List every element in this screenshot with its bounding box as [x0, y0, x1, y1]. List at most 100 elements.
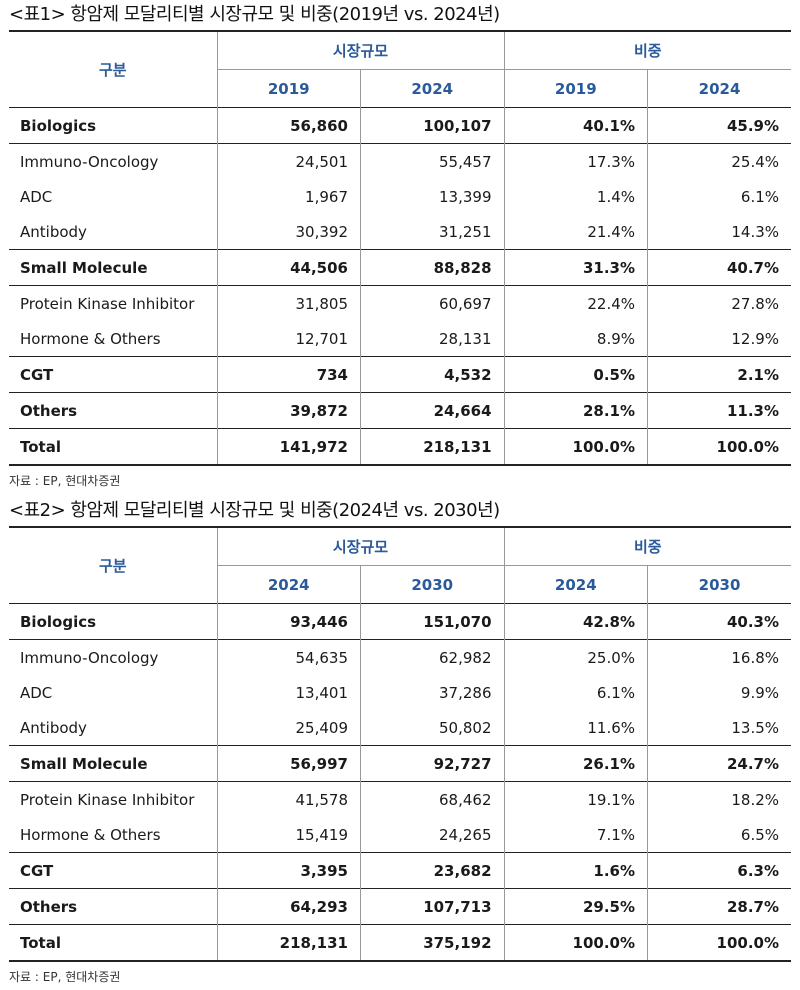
share-cell: 45.9% — [647, 107, 792, 144]
source-note: 자료 : EP, 현대차증권 — [9, 970, 121, 984]
source-note: 자료 : EP, 현대차증권 — [9, 474, 121, 488]
share-cell: 28.7% — [647, 888, 792, 925]
market-table-2: 구분 시장규모 비중 2024 2030 2024 2030 Biologics… — [9, 526, 792, 962]
market-size-cell: 31,805 — [216, 285, 361, 321]
market-size-header: 시장규모 — [216, 31, 505, 70]
share-cell: 1.6% — [503, 852, 648, 889]
market-size-cell: 56,997 — [216, 745, 361, 782]
market-size-cell: 13,399 — [360, 179, 505, 214]
table-row: Biologics 93,446 151,070 42.8% 40.3% — [9, 603, 792, 640]
market-size-cell: 24,664 — [360, 392, 505, 429]
share-cell: 100.0% — [647, 428, 792, 466]
row-label: Total — [9, 428, 217, 466]
share-cell: 25.4% — [647, 143, 792, 179]
market-size-cell: 92,727 — [360, 745, 505, 782]
market-size-cell: 28,131 — [360, 321, 505, 357]
market-size-cell: 13,401 — [216, 675, 361, 710]
share-cell: 27.8% — [647, 285, 792, 321]
market-size-cell: 56,860 — [216, 107, 361, 144]
share-header: 비중 — [503, 527, 792, 566]
share-cell: 11.3% — [647, 392, 792, 429]
market-size-cell: 44,506 — [216, 249, 361, 286]
share-cell: 21.4% — [503, 214, 648, 250]
share-cell: 0.5% — [503, 356, 648, 393]
row-label: Hormone & Others — [20, 825, 161, 844]
share-cell: 24.7% — [647, 745, 792, 782]
table-row: Hormone & Others 15,419 24,265 7.1% 6.5% — [9, 817, 792, 853]
share-cell: 17.3% — [503, 143, 648, 179]
row-label: CGT — [9, 356, 217, 393]
row-label: ADC — [20, 683, 53, 702]
market-size-cell: 100,107 — [360, 107, 505, 144]
share-cell: 25.0% — [503, 639, 648, 675]
table-row: Protein Kinase Inhibitor 41,578 68,462 19.1… — [9, 781, 792, 817]
share-cell: 9.9% — [647, 675, 792, 710]
table-row: Protein Kinase Inhibitor 31,805 60,697 22.4… — [9, 285, 792, 321]
market-size-cell: 12,701 — [216, 321, 361, 357]
share-cell: 13.5% — [647, 710, 792, 746]
market-size-cell: 64,293 — [216, 888, 361, 925]
market-size-cell: 60,697 — [360, 285, 505, 321]
row-label: Biologics — [9, 107, 217, 144]
share-cell: 6.5% — [647, 817, 792, 853]
table-row: Hormone & Others 12,701 28,131 8.9% 12.9% — [9, 321, 792, 357]
row-label: Immuno-Oncology — [9, 639, 217, 675]
share-header: 비중 — [503, 31, 792, 70]
table-row: Antibody 25,409 50,802 11.6% 13.5% — [9, 710, 792, 746]
year-header: 2024 — [216, 565, 361, 604]
market-size-cell: 54,635 — [216, 639, 361, 675]
row-label: Small Molecule — [9, 249, 217, 286]
share-cell: 7.1% — [503, 817, 648, 853]
table-row: CGT 734 4,532 0.5% 2.1% — [9, 356, 792, 393]
share-cell: 18.2% — [647, 781, 792, 817]
row-label: Antibody — [20, 222, 87, 241]
market-size-cell: 4,532 — [360, 356, 505, 393]
share-cell: 6.1% — [503, 675, 648, 710]
table-row: Others 39,872 24,664 28.1% 11.3% — [9, 392, 792, 429]
market-size-cell: 375,192 — [360, 924, 505, 962]
table-title: <표2> 항암제 모달리티별 시장규모 및 비중(2024년 vs. 2030년… — [9, 500, 500, 521]
table-row: Others 64,293 107,713 29.5% 28.7% — [9, 888, 792, 925]
share-cell: 6.3% — [647, 852, 792, 889]
year-header: 2024 — [503, 565, 648, 604]
table-row: Immuno-Oncology 24,501 55,457 17.3% 25.4% — [9, 143, 792, 179]
table-row: Total 141,972 218,131 100.0% 100.0% — [9, 428, 792, 466]
row-label: Immuno-Oncology — [9, 143, 217, 179]
category-header: 구분 — [98, 61, 127, 79]
share-cell: 100.0% — [647, 924, 792, 962]
market-size-cell: 3,395 — [216, 852, 361, 889]
table-block-2: <표2> 항암제 모달리티별 시장규모 및 비중(2024년 vs. 2030년… — [9, 500, 792, 984]
row-label: ADC — [20, 187, 53, 206]
row-label: Protein Kinase Inhibitor — [9, 781, 217, 817]
row-label: Total — [9, 924, 217, 962]
table-body: Biologics 56,860 100,107 40.1% 45.9% Immuno-O… — [9, 107, 792, 466]
row-label: Hormone & Others — [20, 329, 161, 348]
share-cell: 100.0% — [503, 924, 648, 962]
market-size-cell: 55,457 — [360, 143, 505, 179]
row-label: Others — [9, 392, 217, 429]
share-cell: 40.3% — [647, 603, 792, 640]
market-size-cell: 25,409 — [216, 710, 361, 746]
year-header: 2030 — [647, 565, 792, 604]
share-cell: 2.1% — [647, 356, 792, 393]
year-header: 2024 — [360, 69, 505, 108]
table-row: Biologics 56,860 100,107 40.1% 45.9% — [9, 107, 792, 144]
table-row: Small Molecule 56,997 92,727 26.1% 24.7% — [9, 745, 792, 782]
share-cell: 100.0% — [503, 428, 648, 466]
market-size-cell: 62,982 — [360, 639, 505, 675]
market-size-cell: 141,972 — [216, 428, 361, 466]
share-cell: 28.1% — [503, 392, 648, 429]
share-cell: 19.1% — [503, 781, 648, 817]
row-label: Others — [9, 888, 217, 925]
market-size-cell: 68,462 — [360, 781, 505, 817]
share-cell: 42.8% — [503, 603, 648, 640]
market-size-cell: 30,392 — [216, 214, 361, 250]
share-cell: 1.4% — [503, 179, 648, 214]
share-cell: 6.1% — [647, 179, 792, 214]
market-size-cell: 734 — [216, 356, 361, 393]
table-row: CGT 3,395 23,682 1.6% 6.3% — [9, 852, 792, 889]
share-cell: 40.1% — [503, 107, 648, 144]
market-size-header: 시장규모 — [216, 527, 505, 566]
share-cell: 22.4% — [503, 285, 648, 321]
market-size-cell: 24,501 — [216, 143, 361, 179]
